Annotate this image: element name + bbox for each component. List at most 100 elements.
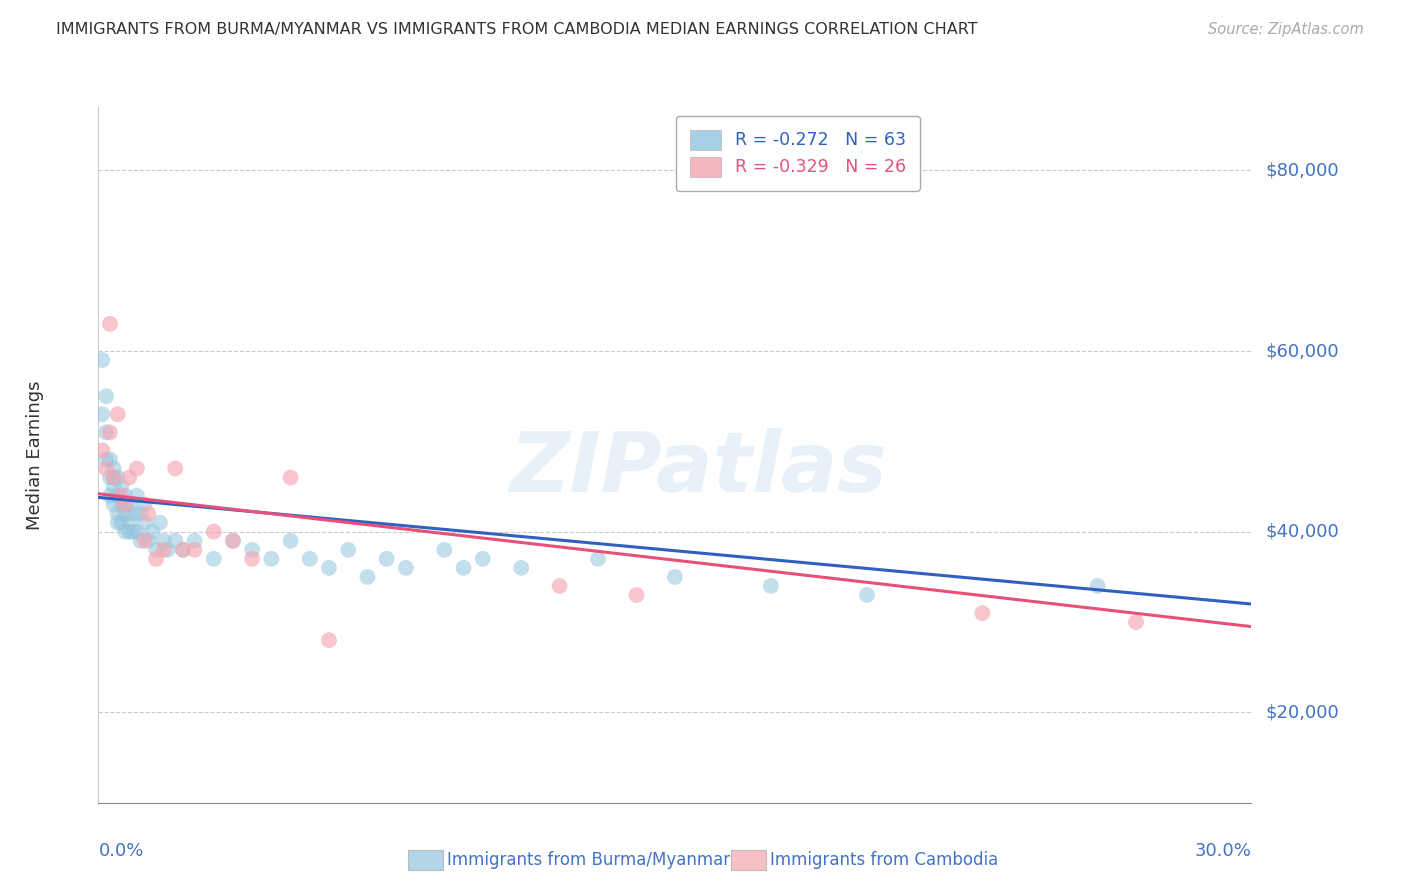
Text: $40,000: $40,000 — [1265, 523, 1339, 541]
Point — [172, 542, 194, 557]
Point — [118, 498, 141, 512]
Point — [202, 524, 225, 539]
Point — [145, 551, 167, 566]
Point — [664, 570, 686, 584]
Point — [103, 470, 125, 484]
Point — [98, 470, 121, 484]
Point — [91, 353, 114, 368]
Point — [318, 633, 340, 648]
Point — [152, 533, 174, 548]
Point — [972, 606, 994, 620]
Point — [122, 507, 145, 521]
Point — [114, 507, 136, 521]
Point — [337, 542, 360, 557]
Point — [103, 479, 125, 493]
Point — [183, 542, 205, 557]
Point — [94, 389, 117, 403]
Point — [98, 425, 121, 440]
Point — [395, 561, 418, 575]
Point — [759, 579, 782, 593]
Point — [202, 551, 225, 566]
Point — [453, 561, 475, 575]
Point — [110, 516, 132, 530]
Point — [98, 317, 121, 331]
Point — [125, 461, 148, 475]
Text: 0.0%: 0.0% — [98, 842, 143, 860]
Point — [298, 551, 321, 566]
Text: $20,000: $20,000 — [1265, 704, 1339, 722]
Point — [98, 452, 121, 467]
Point — [165, 533, 187, 548]
Point — [356, 570, 378, 584]
Point — [110, 479, 132, 493]
Point — [280, 470, 302, 484]
Text: Median Earnings: Median Earnings — [25, 380, 44, 530]
Point — [1087, 579, 1109, 593]
Point — [318, 561, 340, 575]
Point — [433, 542, 456, 557]
Point — [107, 507, 129, 521]
Point — [103, 461, 125, 475]
Point — [510, 561, 533, 575]
Point — [118, 524, 141, 539]
Point — [149, 516, 172, 530]
Text: Immigrants from Cambodia: Immigrants from Cambodia — [770, 851, 998, 869]
Point — [91, 407, 114, 421]
Point — [103, 470, 125, 484]
Point — [626, 588, 648, 602]
Point — [260, 551, 283, 566]
Legend: R = -0.272   N = 63, R = -0.329   N = 26: R = -0.272 N = 63, R = -0.329 N = 26 — [676, 116, 920, 191]
Text: Immigrants from Burma/Myanmar: Immigrants from Burma/Myanmar — [447, 851, 730, 869]
Point — [129, 507, 152, 521]
Point — [138, 533, 160, 548]
Point — [91, 443, 114, 458]
Text: $60,000: $60,000 — [1265, 342, 1339, 360]
Text: ZIPatlas: ZIPatlas — [509, 428, 887, 509]
Point — [114, 524, 136, 539]
Point — [548, 579, 571, 593]
Point — [145, 542, 167, 557]
Point — [375, 551, 398, 566]
Point — [856, 588, 879, 602]
Point — [1125, 615, 1147, 629]
Point — [98, 489, 121, 503]
Text: IMMIGRANTS FROM BURMA/MYANMAR VS IMMIGRANTS FROM CAMBODIA MEDIAN EARNINGS CORREL: IMMIGRANTS FROM BURMA/MYANMAR VS IMMIGRA… — [56, 22, 977, 37]
Point — [134, 498, 156, 512]
Point — [114, 498, 136, 512]
Point — [107, 470, 129, 484]
Point — [125, 524, 148, 539]
Point — [94, 452, 117, 467]
Point — [122, 524, 145, 539]
Point — [103, 498, 125, 512]
Point — [94, 425, 117, 440]
Point — [110, 489, 132, 503]
Point — [94, 461, 117, 475]
Text: $80,000: $80,000 — [1265, 161, 1339, 179]
Text: Source: ZipAtlas.com: Source: ZipAtlas.com — [1208, 22, 1364, 37]
Point — [222, 533, 245, 548]
Point — [586, 551, 609, 566]
Point — [471, 551, 494, 566]
Text: 30.0%: 30.0% — [1195, 842, 1251, 860]
Point — [114, 498, 136, 512]
Point — [240, 542, 263, 557]
Point — [240, 551, 263, 566]
Point — [152, 542, 174, 557]
Point — [107, 407, 129, 421]
Point — [172, 542, 194, 557]
Point — [118, 470, 141, 484]
Point — [165, 461, 187, 475]
Point — [141, 524, 163, 539]
Point — [114, 489, 136, 503]
Point — [134, 533, 156, 548]
Point — [129, 533, 152, 548]
Point — [134, 516, 156, 530]
Point — [156, 542, 179, 557]
Point — [138, 507, 160, 521]
Point — [222, 533, 245, 548]
Point — [107, 516, 129, 530]
Point — [118, 516, 141, 530]
Point — [107, 489, 129, 503]
Point — [125, 489, 148, 503]
Point — [183, 533, 205, 548]
